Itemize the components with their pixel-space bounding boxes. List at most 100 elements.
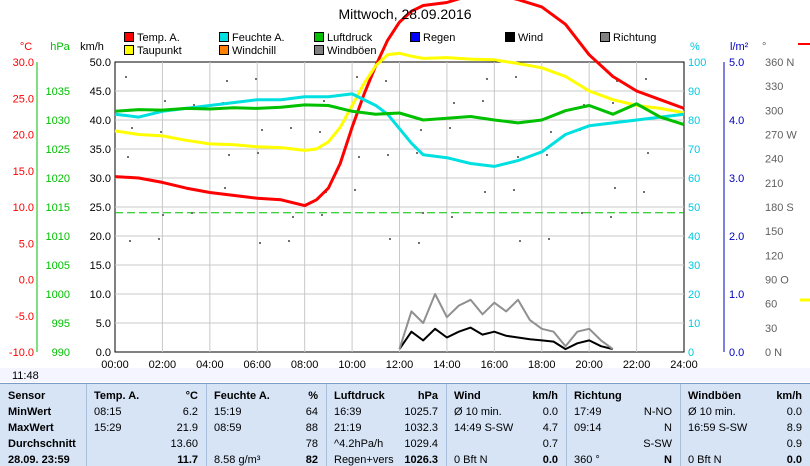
table-cell: Durchschnitt [8,438,76,450]
table-cell: Ø 10 min. [688,406,736,418]
legend-swatch [505,32,515,42]
legend-swatch [124,32,134,42]
direction-dot [612,102,614,104]
y-tick-label-humidity: 70 [688,144,700,156]
table-cell: 0.7 [542,438,558,450]
legend-swatch [314,45,324,55]
table-cell: 88 [305,422,318,434]
y-tick-label-humidity: 10 [688,318,700,330]
y-tick-label-pressure: 1000 [46,289,70,301]
direction-dot [614,187,616,189]
direction-dot [389,238,391,240]
direction-dot [319,131,321,133]
direction-dot [261,129,263,131]
table-cell: 0.0 [786,406,802,418]
legend-swatch [410,32,420,42]
y-tick-label-rain: 0.0 [729,347,744,359]
y-tick-label-pressure: 995 [52,318,70,330]
direction-dot [125,76,127,78]
direction-dot [224,187,226,189]
direction-dot [228,154,230,156]
legend-swatch [314,32,324,42]
y-tick-label-rain: 4.0 [729,115,744,127]
direction-dot [387,154,389,156]
table-cell: Wind [454,390,481,402]
y-tick-label-humidity: 40 [688,231,700,243]
table-cell: 14:49 S-SW [454,422,514,434]
direction-dot [129,240,131,242]
legend-label: Temp. A. [137,32,180,44]
table-cell: 1025.7 [404,406,438,418]
direction-dot [158,238,160,240]
y-tick-label-direction: 150 [765,226,783,238]
y-tick-label-humidity: 90 [688,86,700,98]
y-tick-label-direction: 90 O [765,275,789,287]
table-cell: km/h [532,390,558,402]
y-tick-label-direction: 240 [765,154,783,166]
direction-dot [581,212,583,214]
table-column: Feuchte A.% 15:19 64 08:59 88 78 8.58 g/m³ 82 [206,384,327,466]
table-cell: 64 [305,406,318,418]
direction-dot [385,80,387,82]
y-tick-label-humidity: 30 [688,260,700,272]
table-cell: N [664,422,672,434]
direction-dot [550,131,552,133]
table-cell: 8.58 g/m³ [214,454,261,466]
axis-unit-temp: °C [20,41,32,53]
direction-dot [226,80,228,82]
table-cell: °C [185,390,198,402]
direction-dot [482,100,484,102]
direction-dot [288,240,290,242]
y-tick-label-wind: 5.0 [96,318,111,330]
y-tick-label-wind: 0.0 [96,347,111,359]
direction-dot [354,189,356,191]
direction-dot [647,152,649,154]
table-cell: 0.9 [786,438,802,450]
table-cell: MaxWert [8,422,54,434]
table-cell: 28.09. 23:59 [8,454,70,466]
y-tick-label-humidity: 100 [688,57,706,69]
direction-dot [321,214,323,216]
legend-label: Windböen [327,45,377,57]
table-cell: 0.0 [542,454,558,466]
y-tick-label-temp: 15.0 [13,166,34,178]
table-cell: 360 ° [574,454,600,466]
table-cell: hPa [417,390,438,402]
table-cell: 08:15 [94,406,122,418]
y-tick-label-direction: 210 [765,178,783,190]
y-tick-label-temp: -5.0 [15,311,34,323]
legend-item: Wind [505,32,543,44]
table-cell: 4.7 [542,422,558,434]
direction-dot [449,127,451,129]
legend-swatch [219,45,229,55]
table-column: Sensor MinWert MaxWert Durchschnitt 28.09. 2… [0,384,87,466]
table-cell: 16:39 [334,406,362,418]
table-cell: Ø 10 min. [454,406,502,418]
y-tick-label-humidity: 80 [688,115,700,127]
y-tick-label-direction: 330 [765,81,783,93]
table-cell: 17:49 [574,406,602,418]
direction-dot [610,216,612,218]
table-cell: 1029.4 [404,438,438,450]
y-tick-label-humidity: 0 [688,347,694,359]
series-line [114,92,685,168]
direction-dot [131,127,133,129]
y-tick-label-temp: 20.0 [13,130,34,142]
legend-item: Regen [410,32,455,44]
table-column: Luftdruck hPa 16:39 1025.7 21:19 1032.3 ^4.2hP… [326,384,447,466]
legend-label: Taupunkt [137,45,182,57]
axis-unit-direction: ° [762,41,766,53]
direction-dot [257,152,259,154]
y-tick-label-rain: 2.0 [729,231,744,243]
table-cell: 15:29 [94,422,122,434]
y-tick-label-pressure: 1020 [46,173,70,185]
table-cell: % [308,390,318,402]
table-cell: 16:59 S-SW [688,422,748,434]
y-tick-label-wind: 25.0 [90,202,111,214]
series-line [398,326,614,351]
direction-dot [486,78,488,80]
table-cell: 0 Bft N [454,454,488,466]
direction-dot [422,212,424,214]
table-cell: S-SW [643,438,672,450]
direction-dot [583,104,585,106]
